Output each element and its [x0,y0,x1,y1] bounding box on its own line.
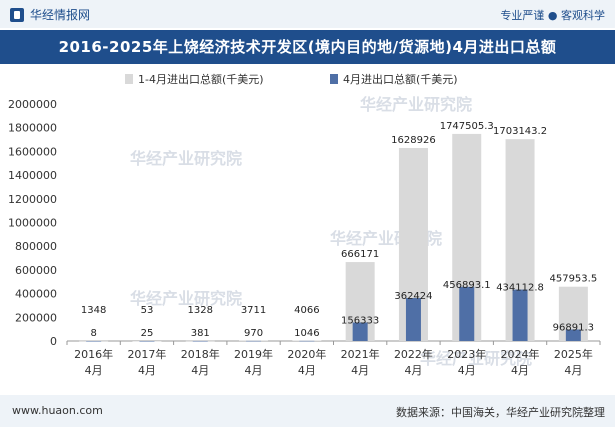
x-tick-label: 2024年 [501,347,540,361]
bar-chart: 华经产业研究院华经产业研究院华经产业研究院华经产业研究院华经产业研究院1-4月进… [8,72,601,377]
y-tick-label: 1800000 [8,122,57,135]
y-tick-label: 1600000 [8,145,57,158]
data-label-monthly: 362424 [394,291,432,302]
data-label-cumulative: 666171 [341,249,379,260]
data-label-cumulative: 3711 [241,305,266,316]
data-label-cumulative: 457953.5 [549,274,597,285]
bar-monthly [352,322,368,341]
y-tick-label: 200000 [15,311,57,324]
data-label-monthly: 434112.8 [496,283,544,294]
y-tick-label: 1400000 [8,169,57,182]
bar-monthly [86,340,102,342]
data-label-monthly: 381 [191,328,210,339]
legend-swatch-monthly [330,74,338,84]
x-tick-label: 4月 [245,364,263,377]
x-tick-label: 2019年 [234,347,273,361]
data-label-monthly: 156333 [341,315,379,326]
y-tick-label: 400000 [15,288,57,301]
bar-monthly [512,289,528,341]
x-tick-label: 2020年 [287,347,326,361]
watermark-3: 华经产业研究院 [130,289,242,308]
x-tick-label: 2017年 [127,347,166,361]
chart-title: 2016-2025年上饶经济技术开发区(境内目的地/货源地)4月进出口总额 [0,30,615,64]
x-tick-label: 2023年 [447,347,486,361]
data-label-cumulative: 1747505.3 [440,121,494,132]
bar-monthly [459,286,475,341]
y-tick-label: 1000000 [8,217,57,230]
x-tick-label: 4月 [85,364,103,377]
y-tick-label: 0 [50,335,57,348]
x-tick-label: 2016年 [74,347,113,361]
footer-url: www.huaon.com [12,404,103,417]
brand-logo-icon [10,7,24,22]
slogan: 专业严谨 ● 客观科学 [500,9,605,22]
brand-name: 华经情报网 [30,8,91,22]
footer-source: 数据来源：中国海关，华经产业研究院整理 [396,406,605,419]
legend-swatch-cumulative [125,74,133,84]
watermark-4: 华经产业研究院 [420,349,532,368]
x-tick-label: 2021年 [341,347,380,361]
brand: 华经情报网 [10,6,90,23]
legend-label-cumulative: 1-4月进出口总额(千美元) [138,72,264,86]
bar-monthly [192,340,208,342]
x-tick-label: 2022年 [394,347,433,361]
x-tick-label: 4月 [511,364,529,377]
watermark-0: 华经产业研究院 [360,95,472,114]
bar-cumulative [239,340,269,342]
bar-monthly [565,329,581,341]
x-tick-label: 2018年 [181,347,220,361]
x-tick-label: 4月 [191,364,209,377]
data-label-monthly: 1046 [294,328,319,339]
data-label-monthly: 8 [90,328,96,339]
x-tick-label: 4月 [351,364,369,377]
data-label-monthly: 25 [141,328,154,339]
data-label-monthly: 456893.1 [443,280,491,291]
data-label-monthly: 96891.3 [553,323,594,334]
bar-monthly [139,340,155,342]
y-tick-label: 600000 [15,264,57,277]
y-tick-label: 2000000 [8,98,57,111]
x-tick-label: 4月 [138,364,156,377]
data-label-cumulative: 53 [141,305,154,316]
data-label-cumulative: 1703143.2 [493,126,547,137]
x-tick-label: 4月 [404,364,422,377]
bar-cumulative [292,340,322,342]
x-tick-label: 2025年 [554,347,593,361]
top-bar: 华经情报网 专业严谨 ● 客观科学 [0,0,615,28]
y-tick-label: 800000 [15,240,57,253]
bar-monthly [405,298,421,341]
data-label-cumulative: 1328 [188,305,213,316]
x-tick-label: 4月 [564,364,582,377]
legend-label-monthly: 4月进出口总额(千美元) [343,72,458,86]
x-tick-label: 4月 [298,364,316,377]
y-tick-label: 1200000 [8,193,57,206]
footer-bar: www.huaon.com 数据来源：中国海关，华经产业研究院整理 [0,395,615,427]
x-tick-label: 4月 [458,364,476,377]
data-label-cumulative: 1628926 [391,135,436,146]
data-label-cumulative: 1348 [81,305,106,316]
data-label-cumulative: 4066 [294,305,319,316]
bar-monthly [299,340,315,342]
watermark-1: 华经产业研究院 [130,149,242,168]
data-label-monthly: 970 [244,328,263,339]
bar-monthly [246,340,262,342]
